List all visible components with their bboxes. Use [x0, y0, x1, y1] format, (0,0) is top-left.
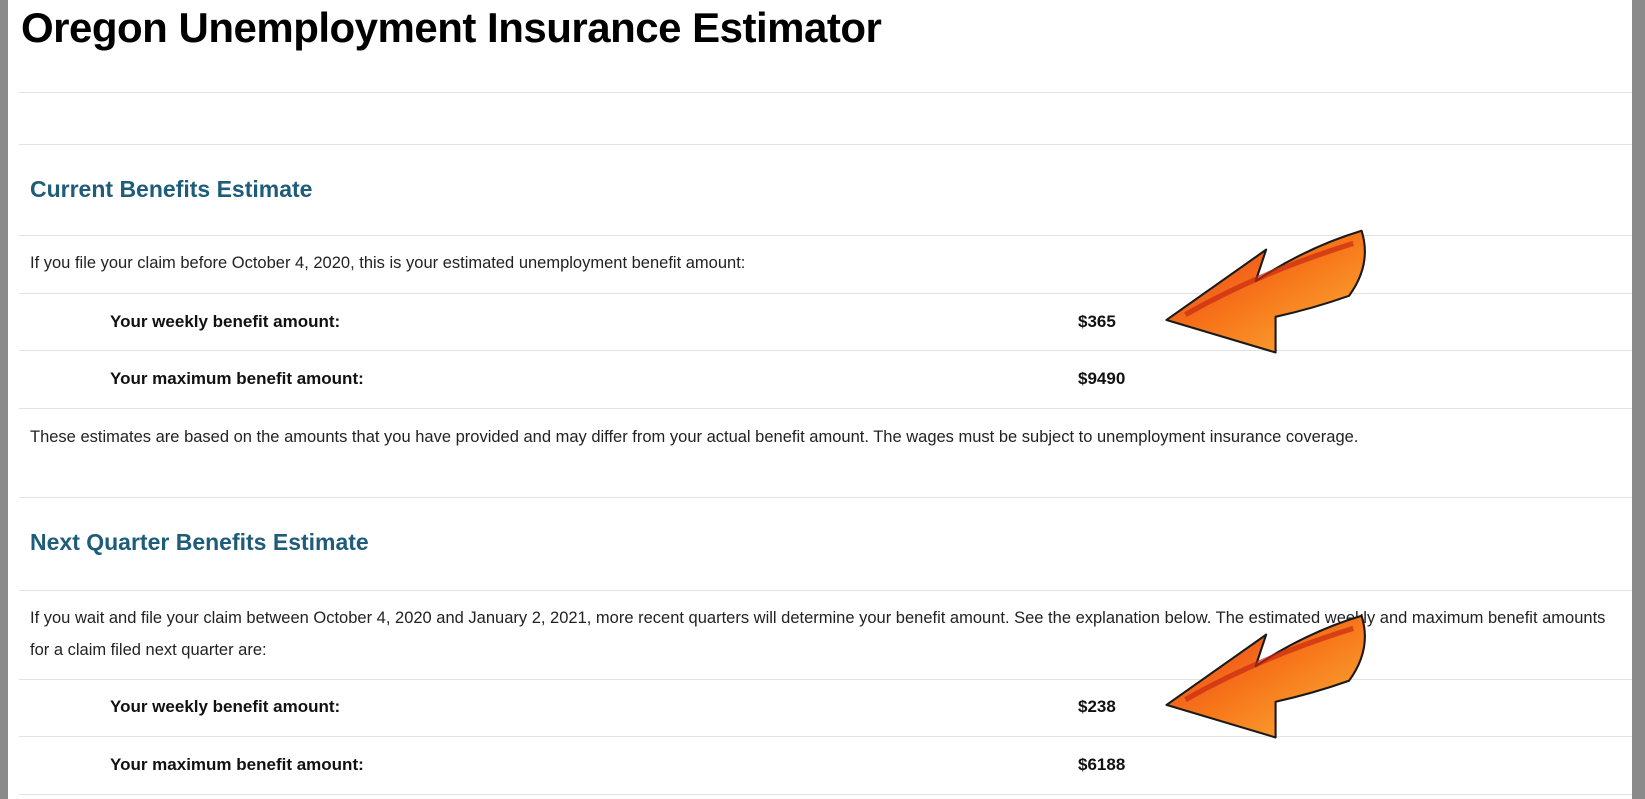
- arrow-annotation: [1166, 616, 1364, 738]
- arrow-annotation: [1166, 231, 1364, 353]
- annotation-layer: [0, 0, 1645, 799]
- screen: Oregon Unemployment Insurance Estimator …: [0, 0, 1645, 799]
